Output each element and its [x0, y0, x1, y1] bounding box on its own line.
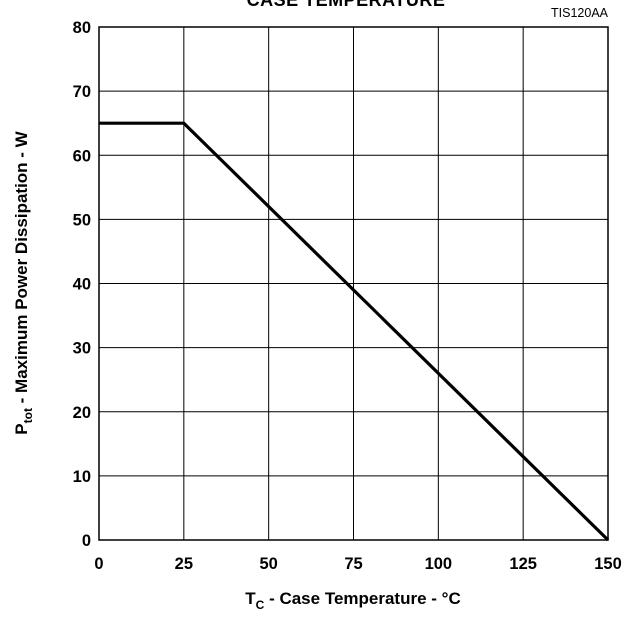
- chart-title: CASE TEMPERATURE: [247, 0, 446, 10]
- y-tick-label: 70: [73, 83, 91, 101]
- y-axis-label-text: - Maximum Power Dissipation - W: [12, 130, 31, 408]
- x-tick-label: 50: [259, 555, 277, 573]
- y-axis-label-symbol: P: [12, 423, 31, 434]
- x-tick-label: 100: [425, 555, 453, 573]
- y-tick-label: 20: [73, 404, 91, 422]
- y-tick-label: 40: [73, 276, 91, 294]
- x-axis-ticks: 0 25 50 75 100 125 150: [94, 555, 621, 573]
- plot-frame: [98, 26, 609, 541]
- y-axis-ticks: 0 10 20 30 40 50 60 70 80: [73, 19, 91, 550]
- y-tick-label: 0: [82, 532, 91, 550]
- x-axis-label-subscript: C: [256, 598, 265, 612]
- x-axis-label-symbol: T: [245, 589, 256, 608]
- x-tick-label: 125: [509, 555, 537, 573]
- x-tick-label: 75: [344, 555, 362, 573]
- grid-lines: [99, 27, 608, 540]
- y-axis-label-subscript: tot: [21, 408, 35, 423]
- figure-code: TIS120AA: [551, 6, 609, 20]
- y-tick-label: 50: [73, 211, 91, 229]
- x-axis-label: TC - Case Temperature - °C: [245, 589, 460, 612]
- x-tick-label: 0: [94, 555, 103, 573]
- y-tick-label: 30: [73, 340, 91, 358]
- y-tick-label: 80: [73, 19, 91, 37]
- y-tick-label: 10: [73, 468, 91, 486]
- x-tick-label: 150: [594, 555, 622, 573]
- x-axis-label-text: - Case Temperature - °C: [264, 589, 460, 608]
- x-tick-label: 25: [175, 555, 193, 573]
- series-line-0: [99, 121, 610, 542]
- series-layer: [99, 121, 610, 542]
- y-tick-label: 60: [73, 147, 91, 165]
- y-axis-label: Ptot - Maximum Power Dissipation - W: [12, 130, 35, 434]
